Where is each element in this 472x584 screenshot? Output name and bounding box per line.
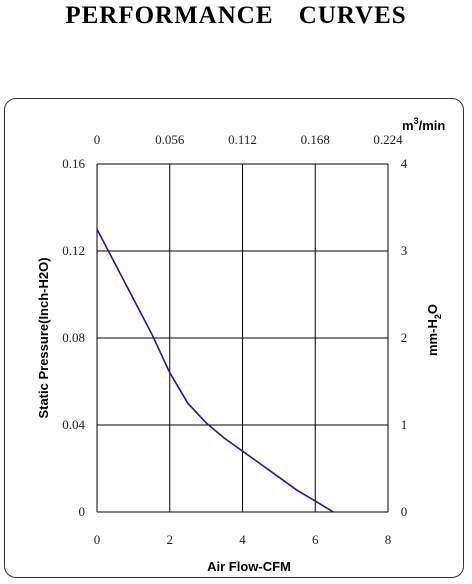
series-line	[96, 228, 334, 513]
y2-axis-label: mm-H2O	[425, 304, 443, 356]
grid	[96, 163, 389, 513]
y-tick-label: 0.08	[62, 330, 85, 345]
x2-tick-label: 0.168	[301, 132, 330, 147]
y2-tick-label: 2	[401, 330, 408, 345]
y-tick-label: 0	[79, 504, 86, 519]
x-axis-label: Air Flow-CFM	[207, 559, 291, 574]
y2-tick-label: 1	[401, 417, 408, 432]
x2-tick-label: 0.112	[228, 132, 257, 147]
x2-tick-label: 0	[94, 132, 101, 147]
x-tick-label: 6	[312, 532, 319, 547]
y2-tick-label: 3	[401, 243, 408, 258]
x-tick-label: 8	[385, 532, 392, 547]
x-tick-label: 0	[94, 532, 101, 547]
tick-labels: 0 2 4 6 80 0.056 0.112 0.168 0.22400.040.080.120…	[62, 132, 408, 547]
y-axis-label: Static Pressure(Inch-H2O)	[36, 257, 51, 418]
y-axis-label-text: Static Pressure(Inch-H2O)	[36, 257, 51, 418]
y2-tick-label: 0	[401, 504, 408, 519]
y-tick-label: 0.04	[62, 417, 85, 432]
y2-tick-label: 4	[401, 156, 408, 171]
x2-axis-label: m3/min	[402, 116, 445, 133]
chart-frame	[4, 98, 464, 578]
x2-tick-label: 0.224	[373, 132, 403, 147]
y-tick-label: 0.12	[62, 243, 85, 258]
series	[96, 228, 334, 513]
x-tick-label: 4	[239, 532, 246, 547]
x2-tick-label: 0.056	[155, 132, 185, 147]
x-tick-label: 2	[167, 532, 174, 547]
page-title: PERFORMANCE CURVES	[65, 2, 407, 29]
y-tick-label: 0.16	[62, 156, 85, 171]
